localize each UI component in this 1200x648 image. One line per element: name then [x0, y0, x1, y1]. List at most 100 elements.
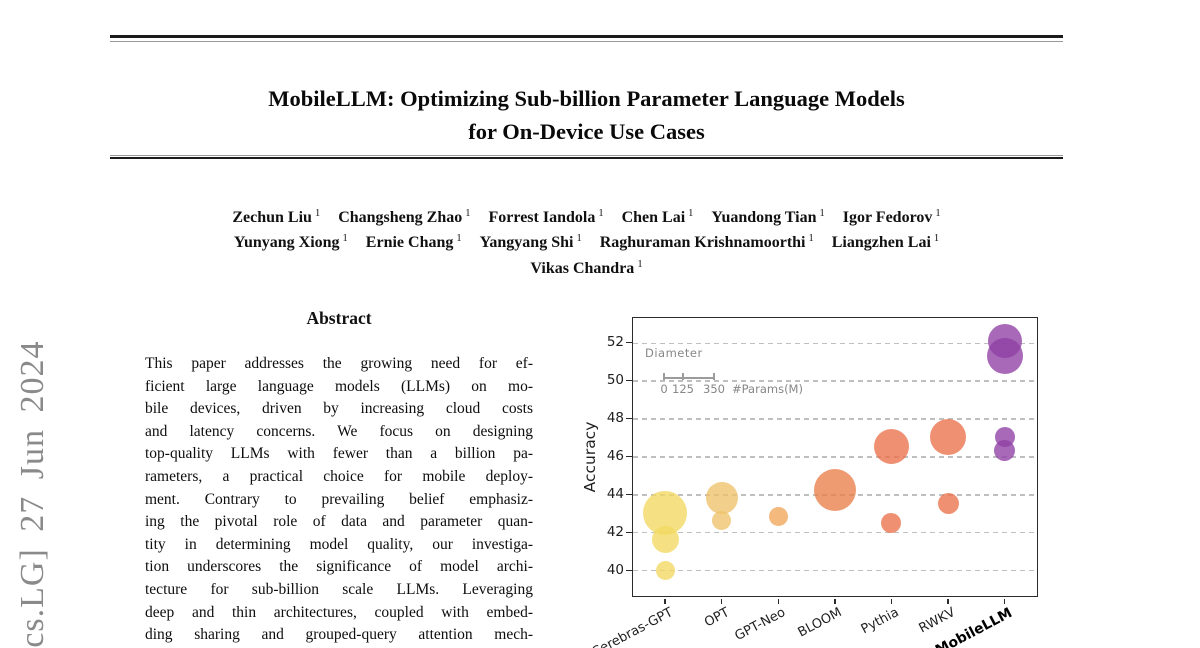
affiliation-superscript: 1	[935, 208, 941, 219]
abstract-line: ficient large language models (LLMs) on …	[145, 377, 533, 395]
x-tick-mark	[664, 598, 666, 604]
legend-bar	[664, 377, 714, 379]
author-name: Raghuraman Krishnamoorthi 1	[599, 233, 814, 252]
abstract-line: tion underscores the significance of mod…	[145, 558, 533, 576]
abstract-line: bile devices, driven by increasing cloud…	[145, 400, 533, 418]
affiliation-superscript: 1	[933, 233, 940, 245]
chart-bubble-RWKV	[930, 419, 967, 456]
arxiv-stamp: [cs.LG] 27 Jun 2024	[14, 340, 51, 648]
y-tick-label: 50	[606, 371, 624, 388]
paper-title-line-2: for On-Device Use Cases	[468, 119, 705, 144]
gridline	[633, 570, 1037, 572]
author-name: Yangyang Shi 1	[479, 233, 582, 252]
legend-whisker	[663, 372, 665, 380]
horizontal-rule-mid	[110, 156, 1063, 159]
gridline	[633, 380, 1037, 382]
y-tick-label: 48	[606, 409, 624, 426]
author-name: Zechun Liu 1	[232, 208, 321, 226]
y-tick-mark	[626, 379, 632, 382]
abstract-line: tity in determining model quality, our i…	[145, 535, 533, 553]
gridline	[633, 418, 1037, 420]
x-tick-label-Cerebras-GPT: Cerebras-GPT	[588, 605, 676, 648]
legend-whisker	[713, 372, 715, 380]
abstract-line: This paper addresses the growing need fo…	[145, 355, 533, 372]
paper-title-line-1: MobileLLM: Optimizing Sub-billion Parame…	[268, 86, 905, 111]
author-line-3: Vikas Chandra 1	[100, 254, 1073, 279]
accuracy-bubble-chart: Accuracy 40 42 44 46 48 50 52 Cerebras-GPT OPT GP…	[560, 300, 1200, 648]
affiliation-superscript: 1	[688, 208, 694, 219]
abstract-line: tecture for sub-billion scale LLMs. Leve…	[145, 580, 533, 598]
author-name: Igor Fedorov 1	[842, 208, 941, 226]
y-tick-label: 40	[606, 561, 624, 578]
paper-title: MobileLLM: Optimizing Sub-billion Parame…	[110, 82, 1063, 148]
author-name: Liangzhen Lai 1	[831, 233, 940, 252]
horizontal-rule-mid-shadow	[110, 155, 1063, 156]
chart-bubble-Cerebras-GPT	[651, 526, 679, 554]
legend-whisker	[682, 372, 684, 380]
author-name: Yunyang Xiong 1	[233, 233, 348, 252]
abstract-line: ding sharing and grouped-query attention…	[145, 626, 533, 644]
x-tick-label-Pythia: Pythia	[858, 605, 902, 638]
author-name: Forrest Iandola 1	[488, 208, 604, 226]
affiliation-superscript: 1	[637, 258, 643, 270]
author-name: Ernie Chang 1	[365, 233, 462, 252]
chart-bubble-Cerebras-GPT	[655, 560, 675, 580]
x-tick-mark	[777, 598, 779, 604]
y-tick-label: 46	[606, 447, 624, 464]
gridline	[633, 532, 1037, 534]
y-tick-mark	[626, 531, 632, 533]
y-tick-label: 42	[606, 523, 624, 540]
y-tick-mark	[626, 342, 632, 344]
affiliation-superscript: 1	[808, 233, 814, 245]
chart-bubble-MobileLLM	[994, 440, 1016, 462]
abstract-heading: Abstract	[306, 308, 372, 328]
affiliation-superscript: 1	[576, 233, 582, 245]
legend-title: Diameter	[645, 346, 703, 360]
abstract-line: ment. Contrary to prevailing belief emph…	[145, 490, 533, 508]
legend-units-label: #Params(M)	[732, 382, 803, 396]
author-name: Yuandong Tian 1	[711, 208, 825, 226]
x-tick-label-RWKV: RWKV	[916, 605, 959, 637]
legend-tick-label: 125	[672, 382, 694, 396]
chart-bubble-OPT	[712, 511, 732, 531]
x-tick-label-BLOOM: BLOOM	[796, 605, 845, 641]
x-tick-mark	[947, 598, 949, 604]
abstract-column: Abstract This paper addresses the growin…	[145, 308, 533, 647]
gridline	[633, 342, 1037, 344]
abstract-body: This paper addresses the growing need fo…	[145, 353, 533, 647]
x-tick-label-GPT-Neo: GPT-Neo	[732, 605, 789, 645]
legend-tick-label: 350	[703, 382, 725, 396]
y-tick-mark	[626, 417, 632, 420]
author-line-1: Zechun Liu 1 Changsheng Zhao 1 Forrest Iando…	[100, 203, 1073, 228]
chart-bubble-RWKV	[937, 493, 959, 515]
x-tick-label-OPT: OPT	[701, 605, 732, 631]
affiliation-superscript: 1	[342, 233, 348, 245]
horizontal-rule-top	[110, 35, 1063, 38]
affiliation-superscript: 1	[314, 208, 321, 219]
y-tick-label: 52	[606, 334, 624, 350]
abstract-line: and latency concerns. We focus on design…	[145, 422, 533, 440]
chart-bubble-Pythia	[873, 429, 909, 465]
x-tick-mark	[890, 598, 893, 604]
x-tick-mark	[1004, 598, 1006, 604]
author-line-2: Yunyang Xiong 1 Ernie Chang 1 Yangyang Shi 1 R…	[100, 228, 1073, 253]
affiliation-superscript: 1	[456, 233, 462, 245]
author-name: Changsheng Zhao 1	[338, 208, 471, 226]
x-tick-mark	[834, 598, 836, 604]
abstract-line: deep and thin architectures, coupled wit…	[145, 603, 533, 621]
authors-block: Zechun Liu 1 Changsheng Zhao 1 Forrest Iando…	[100, 203, 1073, 279]
affiliation-superscript: 1	[819, 208, 825, 219]
chart-bubble-OPT	[705, 481, 738, 514]
affiliation-superscript: 1	[465, 208, 471, 219]
chart-bubble-GPT-Neo	[768, 507, 788, 527]
legend-tick-label: 0	[660, 382, 668, 396]
y-tick-mark	[626, 569, 632, 571]
chart-bubble-MobileLLM	[986, 337, 1023, 374]
y-tick-label: 44	[606, 485, 624, 502]
chart-bubble-Pythia	[881, 512, 902, 533]
y-tick-mark	[626, 493, 632, 496]
gridline	[633, 456, 1037, 458]
x-tick-mark	[720, 598, 723, 604]
horizontal-rule-top-shadow	[110, 40, 1063, 42]
